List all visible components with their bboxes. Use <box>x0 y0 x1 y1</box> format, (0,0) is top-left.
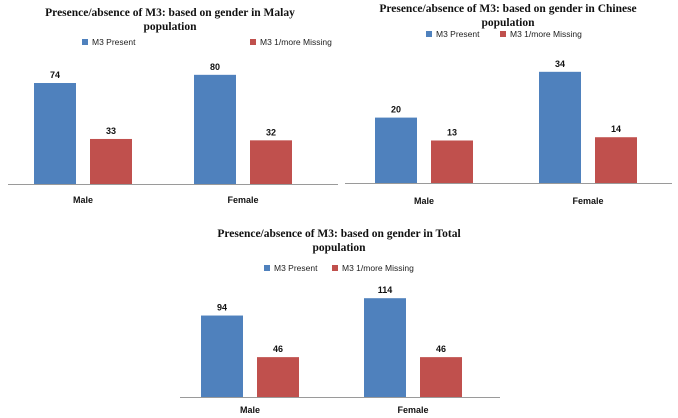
chart1-legend-swatch-1 <box>82 39 88 45</box>
chart1-bar-male-present <box>34 83 76 184</box>
chart1-title-line-1: Presence/absence of M3: based on gender … <box>45 7 295 19</box>
chart3-data-label-female-present: 114 <box>378 285 393 295</box>
chart2-legend-label-1: M3 Present <box>436 29 480 39</box>
chart2-x-tick-male: Male <box>414 196 434 206</box>
chart3-x-tick-male: Male <box>240 405 260 415</box>
chart3-data-label-male-missing: 46 <box>273 344 283 354</box>
chart1-legend-label-2: M3 1/more Missing <box>260 37 332 47</box>
chart1-legend-swatch-2 <box>250 39 256 45</box>
chart2-legend-swatch-1 <box>426 31 432 37</box>
chart3-title-line-1: Presence/absence of M3: based on gender … <box>217 228 460 240</box>
chart3-data-label-female-missing: 46 <box>436 344 446 354</box>
chart1-data-label-female-present: 80 <box>210 62 220 72</box>
chart1-x-tick-male: Male <box>73 195 93 205</box>
chart2-bar-female-present <box>539 71 581 183</box>
chart1-bar-male-missing <box>90 138 132 184</box>
chart1-x-tick-female: Female <box>227 195 258 205</box>
chart2-title-line-1: Presence/absence of M3: based on gender … <box>379 3 636 15</box>
chart3-bar-male-missing <box>257 357 299 397</box>
chart3-data-label-male-present: 94 <box>217 303 227 313</box>
chart2-data-label-female-present: 34 <box>555 59 565 69</box>
chart2-legend-label-2: M3 1/more Missing <box>510 29 582 39</box>
chart3-bar-female-present <box>364 298 406 397</box>
chart2-legend-swatch-2 <box>500 31 506 37</box>
chart2-data-label-female-missing: 14 <box>611 124 621 134</box>
chart1-title-line-2: population <box>143 21 197 33</box>
chart2-data-label-male-missing: 13 <box>447 127 457 137</box>
chart3-title-line-2: population <box>312 242 366 254</box>
chart2-bar-female-missing <box>595 137 637 183</box>
chart1-data-label-male-missing: 33 <box>106 126 116 136</box>
chart1-data-label-male-present: 74 <box>50 70 60 80</box>
chart3-bar-male-present <box>201 315 243 397</box>
chart2-x-tick-female: Female <box>572 196 603 206</box>
chart3-legend-label-2: M3 1/more Missing <box>342 263 414 273</box>
chart2-data-label-male-present: 20 <box>391 105 401 115</box>
chart2-bar-male-present <box>375 117 417 183</box>
chart2-bar-male-missing <box>431 140 473 183</box>
chart3-legend-swatch-1 <box>264 265 270 271</box>
chart1-bar-female-missing <box>250 140 292 184</box>
chart3-legend-swatch-2 <box>332 265 338 271</box>
chart2-title-line-2: population <box>481 17 535 29</box>
chart3-legend-label-1: M3 Present <box>274 263 318 273</box>
chart1-legend-label-1: M3 Present <box>92 37 136 47</box>
chart3-bar-female-missing <box>420 357 462 397</box>
chart1-data-label-female-missing: 32 <box>266 127 276 137</box>
chart3-x-tick-female: Female <box>397 405 428 415</box>
chart1-bar-female-present <box>194 74 236 184</box>
